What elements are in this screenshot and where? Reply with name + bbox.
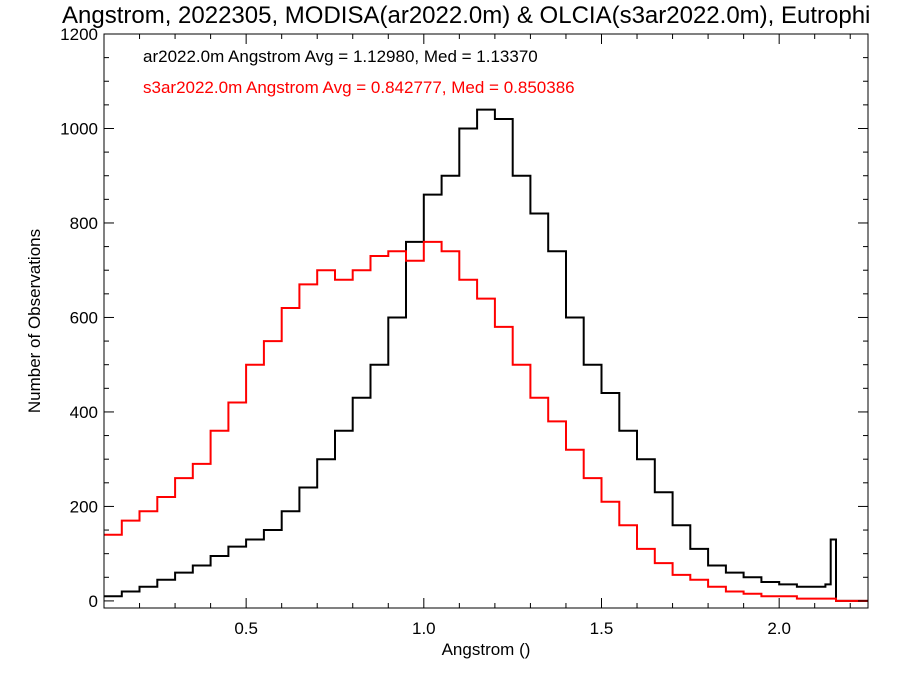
chart-title: Angstrom, 2022305, MODISA(ar2022.0m) & O… (62, 2, 871, 29)
y-tick-label: 800 (70, 214, 98, 233)
series-line-ar2022-0m (104, 108, 868, 602)
x-tick-label: 1.0 (412, 619, 436, 638)
y-tick-label: 600 (70, 308, 98, 327)
y-tick-label: 1000 (60, 119, 98, 138)
plot-frame (103, 33, 869, 609)
y-tick-label: 0 (89, 592, 98, 611)
legend-entry-s3ar2022: s3ar2022.0m Angstrom Avg = 0.842777, Med… (143, 78, 575, 97)
x-tick-label: 2.0 (767, 619, 791, 638)
legend-entry-ar2022: ar2022.0m Angstrom Avg = 1.12980, Med = … (143, 47, 538, 66)
x-axis-label: Angstrom () (442, 640, 531, 659)
x-tick-label: 0.5 (234, 619, 258, 638)
x-tick-label: 1.5 (590, 619, 614, 638)
y-tick-label: 200 (70, 497, 98, 516)
ticks-layer: 0.5 1.0 1.5 2.0 0 200 400 600 800 1000 1200 (60, 25, 868, 638)
series-layer (104, 108, 868, 602)
series-line-s3ar2022-0m (104, 240, 868, 602)
y-tick-label: 400 (70, 403, 98, 422)
y-axis-label: Number of Observations (25, 229, 44, 413)
y-tick-label: 1200 (60, 25, 98, 44)
